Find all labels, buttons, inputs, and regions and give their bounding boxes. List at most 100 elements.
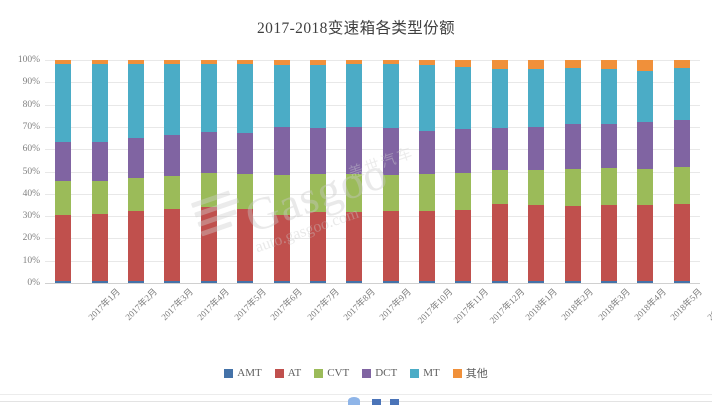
stacked-bar[interactable] [273, 60, 290, 283]
bar-group[interactable] [346, 60, 363, 283]
bar-segment-mt[interactable] [419, 64, 436, 131]
bar-segment-dct[interactable] [637, 122, 654, 170]
bar-segment-mt[interactable] [200, 64, 217, 132]
bar-segment-cvt[interactable] [273, 175, 290, 216]
bar-segment-其他[interactable] [564, 60, 581, 68]
bar-group[interactable] [528, 60, 545, 283]
bar-segment-at[interactable] [673, 203, 690, 281]
bar-segment-dct[interactable] [164, 135, 181, 177]
bar-segment-at[interactable] [273, 215, 290, 281]
bar-segment-其他[interactable] [419, 60, 436, 65]
bar-segment-amt[interactable] [55, 281, 72, 283]
legend-item-mt[interactable]: MT [410, 367, 440, 379]
bar-segment-cvt[interactable] [637, 169, 654, 205]
bar-segment-cvt[interactable] [346, 174, 363, 213]
bar-segment-at[interactable] [601, 204, 618, 281]
bar-group[interactable] [273, 60, 290, 283]
stacked-bar[interactable] [637, 60, 654, 283]
bar-segment-其他[interactable] [91, 60, 108, 65]
bar-segment-amt[interactable] [419, 281, 436, 283]
bar-segment-dct[interactable] [673, 120, 690, 168]
stacked-bar[interactable] [455, 60, 472, 283]
bar-segment-mt[interactable] [455, 66, 472, 130]
stacked-bar[interactable] [564, 60, 581, 283]
bar-segment-at[interactable] [55, 215, 72, 282]
legend-item-dct[interactable]: DCT [362, 367, 397, 379]
bar-segment-cvt[interactable] [528, 170, 545, 205]
bar-segment-amt[interactable] [346, 281, 363, 283]
bar-segment-dct[interactable] [273, 127, 290, 176]
bar-group[interactable] [419, 60, 436, 283]
bar-group[interactable] [491, 60, 508, 283]
bar-segment-mt[interactable] [273, 64, 290, 128]
bar-segment-dct[interactable] [528, 126, 545, 171]
bar-segment-amt[interactable] [91, 281, 108, 283]
stacked-bar[interactable] [164, 60, 181, 283]
bar-segment-at[interactable] [91, 214, 108, 281]
bar-segment-mt[interactable] [55, 63, 72, 142]
bar-group[interactable] [455, 60, 472, 283]
stacked-bar[interactable] [491, 60, 508, 283]
bar-segment-dct[interactable] [382, 128, 399, 176]
bar-group[interactable] [673, 60, 690, 283]
bar-segment-其他[interactable] [164, 60, 181, 65]
bar-segment-cvt[interactable] [491, 170, 508, 204]
bar-segment-at[interactable] [637, 204, 654, 281]
bar-segment-其他[interactable] [55, 60, 72, 64]
bar-segment-amt[interactable] [382, 281, 399, 283]
bar-segment-dct[interactable] [346, 127, 363, 175]
bar-segment-dct[interactable] [127, 138, 144, 179]
bar-segment-at[interactable] [419, 210, 436, 282]
bar-segment-cvt[interactable] [164, 176, 181, 209]
bar-segment-cvt[interactable] [200, 173, 217, 207]
bar-segment-mt[interactable] [309, 64, 326, 129]
bar-segment-at[interactable] [528, 204, 545, 281]
bar-segment-其他[interactable] [455, 60, 472, 67]
bar-group[interactable] [127, 60, 144, 283]
bar-segment-amt[interactable] [564, 280, 581, 283]
bar-segment-amt[interactable] [309, 281, 326, 283]
stacked-bar[interactable] [200, 60, 217, 283]
bar-segment-mt[interactable] [91, 64, 108, 142]
bar-segment-mt[interactable] [127, 64, 144, 139]
bar-segment-amt[interactable] [637, 280, 654, 283]
bar-segment-dct[interactable] [55, 141, 72, 181]
bar-segment-dct[interactable] [419, 130, 436, 175]
bar-group[interactable] [91, 60, 108, 283]
bar-segment-mt[interactable] [601, 68, 618, 124]
bar-segment-其他[interactable] [491, 60, 508, 69]
bar-segment-amt[interactable] [673, 280, 690, 283]
bar-group[interactable] [637, 60, 654, 283]
stacked-bar[interactable] [419, 60, 436, 283]
bar-group[interactable] [237, 60, 254, 283]
bar-segment-cvt[interactable] [564, 169, 581, 207]
bar-group[interactable] [200, 60, 217, 283]
bar-segment-amt[interactable] [127, 281, 144, 283]
bar-segment-cvt[interactable] [601, 168, 618, 205]
bar-segment-mt[interactable] [673, 67, 690, 121]
bar-segment-dct[interactable] [491, 128, 508, 171]
bar-segment-dct[interactable] [601, 123, 618, 169]
legend-item-其他[interactable]: 其他 [452, 365, 488, 381]
bar-group[interactable] [164, 60, 181, 283]
legend-item-amt[interactable]: AMT [224, 367, 262, 379]
bar-group[interactable] [309, 60, 326, 283]
bar-segment-amt[interactable] [528, 280, 545, 283]
bar-segment-dct[interactable] [309, 128, 326, 174]
bar-group[interactable] [55, 60, 72, 283]
bar-segment-其他[interactable] [200, 60, 217, 65]
bar-segment-cvt[interactable] [127, 178, 144, 211]
bar-segment-mt[interactable] [164, 64, 181, 136]
bar-segment-at[interactable] [309, 211, 326, 281]
legend-item-cvt[interactable]: CVT [314, 367, 349, 379]
stacked-bar[interactable] [91, 60, 108, 283]
bar-segment-at[interactable] [200, 206, 217, 282]
legend-item-at[interactable]: AT [274, 367, 301, 379]
bar-segment-at[interactable] [564, 206, 581, 281]
bar-segment-其他[interactable] [127, 60, 144, 65]
bar-segment-at[interactable] [382, 210, 399, 282]
stacked-bar[interactable] [55, 60, 72, 283]
bar-segment-dct[interactable] [455, 129, 472, 173]
bar-segment-其他[interactable] [346, 60, 363, 65]
bar-segment-其他[interactable] [673, 60, 690, 68]
